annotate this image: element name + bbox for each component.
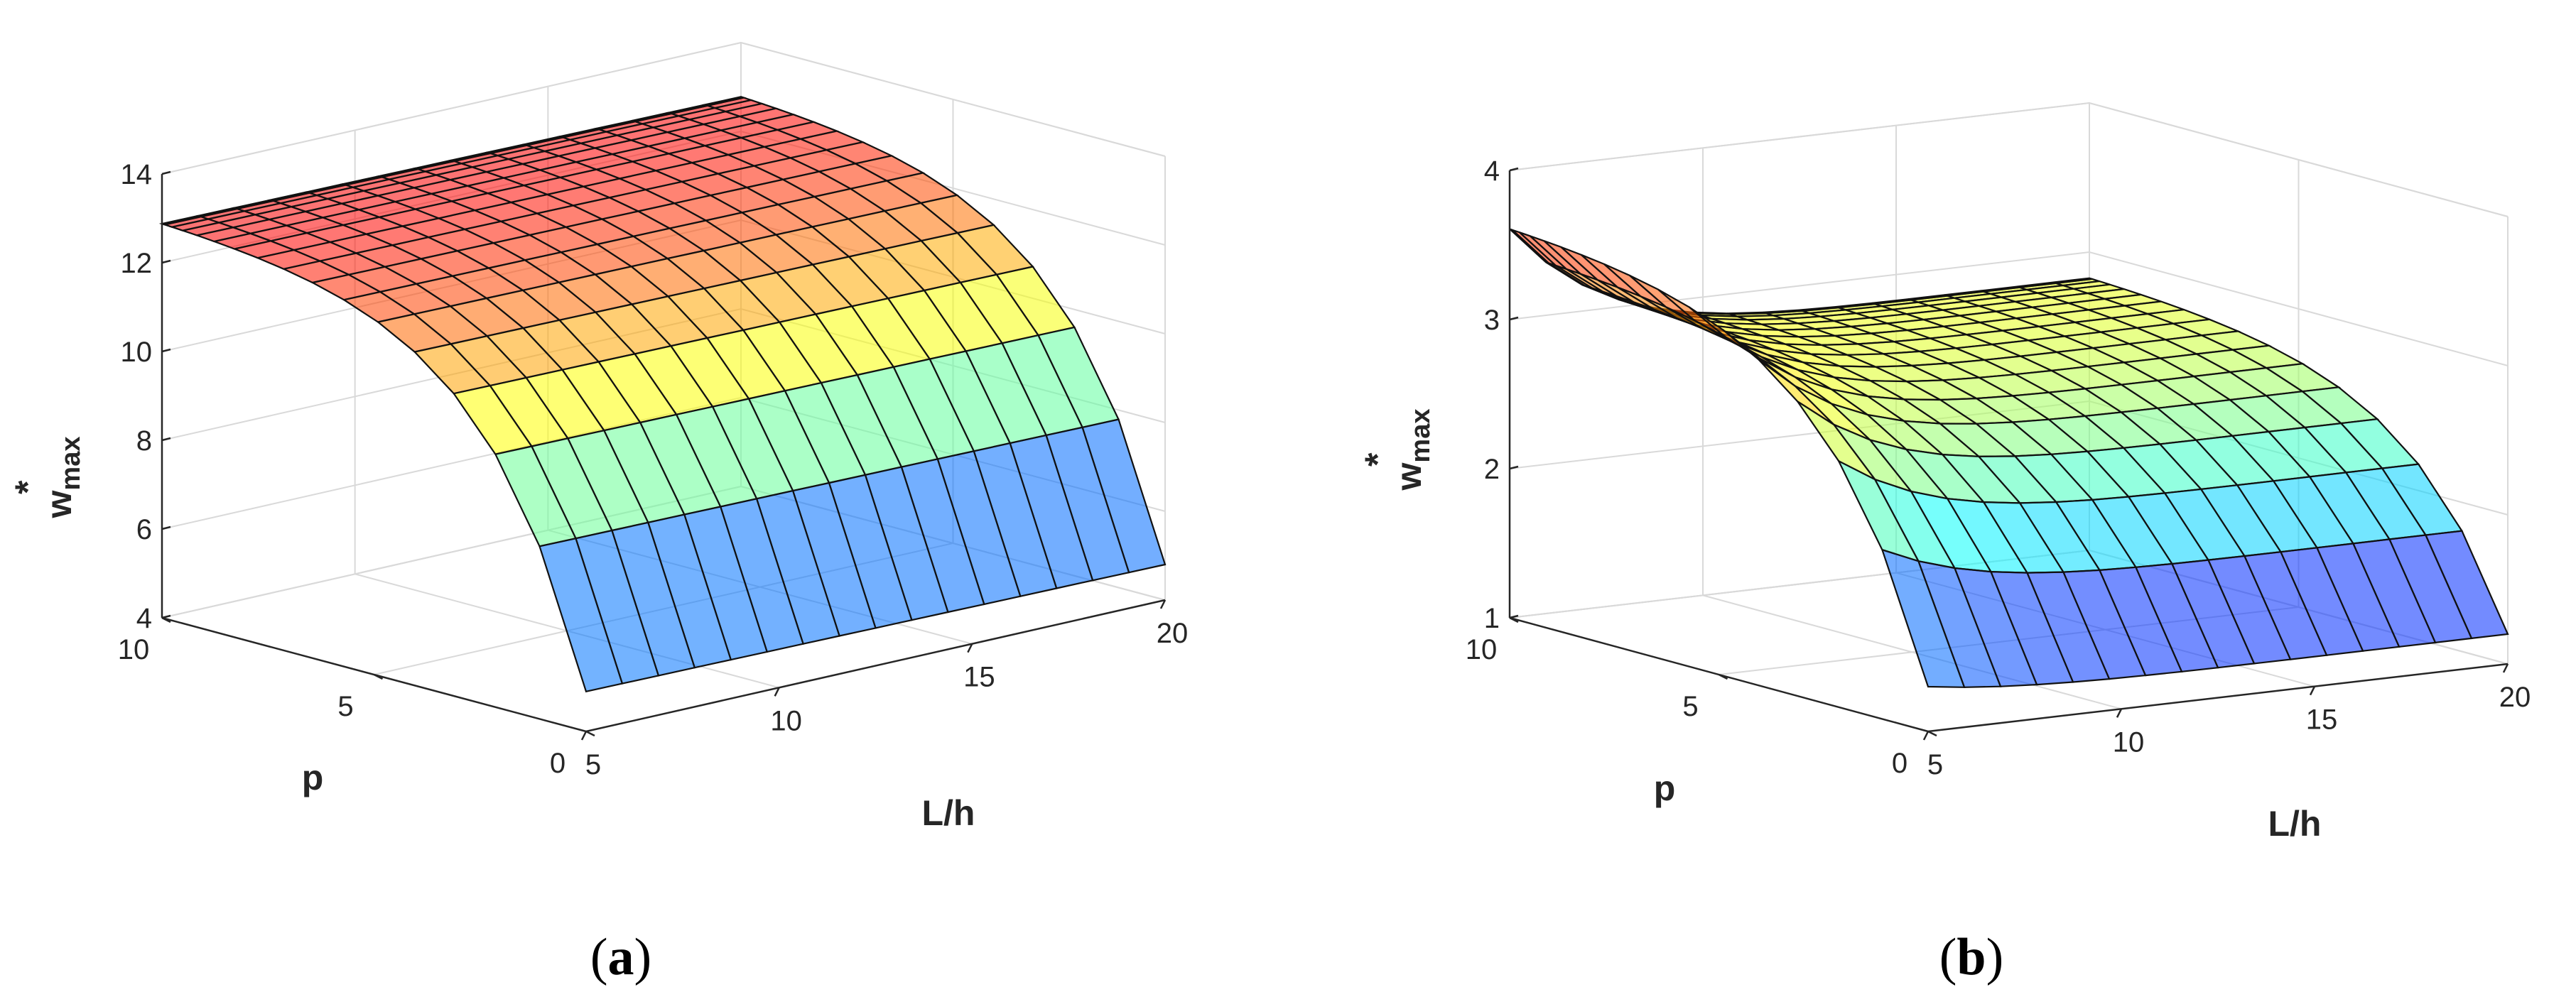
panel-a-caption: (a) — [590, 928, 651, 986]
z-tick-mark — [161, 259, 171, 264]
panel-a-z-label-base: w — [39, 490, 79, 518]
panel-b-surface — [1509, 228, 2509, 688]
panel-a-caption-letter: a — [608, 928, 634, 986]
panel-b-z-label-sub: max — [1406, 409, 1436, 463]
panel-a-z-label-sup: * — [8, 480, 48, 494]
z-gridline — [1509, 102, 2509, 217]
z-tick-mark — [161, 525, 171, 530]
x-tick-mark — [2502, 663, 2509, 673]
x-tick-label: 20 — [1157, 618, 1189, 649]
z-tick-label: 12 — [121, 248, 153, 279]
y-tick-mark — [1509, 616, 1519, 623]
x-tick-label: 10 — [770, 705, 802, 736]
y-tick-mark — [1927, 730, 1937, 737]
y-tick-label: 0 — [550, 748, 565, 779]
panel-b-caption-letter: b — [1957, 928, 1986, 986]
z-tick-mark — [161, 348, 171, 353]
panel-b-caption: (b) — [1939, 928, 2003, 986]
y-tick-label: 10 — [1466, 634, 1498, 665]
x-tick-label: 10 — [2113, 726, 2145, 758]
surface-patch — [539, 537, 624, 693]
x-tick-mark — [2309, 686, 2316, 696]
y-tick-label: 5 — [337, 691, 353, 722]
y-tick-mark — [1718, 673, 1728, 680]
y-tick-label: 10 — [118, 634, 150, 665]
back-wall-top-edge — [1509, 102, 2509, 217]
x-tick-mark — [967, 643, 973, 653]
y-tick-mark — [585, 730, 595, 737]
z-tick-mark — [1509, 465, 1519, 470]
z-tick-label: 14 — [121, 159, 153, 190]
z-tick-label: 4 — [136, 603, 152, 634]
z-tick-mark — [161, 437, 171, 442]
y-tick-label: 0 — [1892, 748, 1907, 779]
panel-b-axis-labels: L/h p wmax * — [1358, 409, 2321, 844]
panel-b-y-axis-label: p — [1654, 768, 1676, 808]
z-tick-label: 2 — [1484, 454, 1500, 485]
x-tick-label: 5 — [1927, 749, 1943, 780]
z-tick-label: 3 — [1484, 305, 1500, 336]
y-tick-mark — [373, 673, 384, 680]
surface-patch — [1880, 548, 1966, 688]
z-tick-mark — [1509, 167, 1519, 172]
x-axis-line — [1927, 663, 2509, 733]
panel-a-y-axis-label: p — [302, 758, 324, 797]
x-tick-mark — [580, 731, 588, 741]
x-tick-mark — [1159, 599, 1167, 609]
z-tick-label: 10 — [121, 337, 153, 368]
panel-a-z-label-sub: max — [56, 437, 86, 491]
x-tick-label: 15 — [2306, 704, 2338, 736]
x-tick-label: 15 — [963, 662, 995, 693]
z-tick-label: 6 — [136, 514, 152, 545]
x-tick-label: 20 — [2499, 682, 2531, 713]
svg-text:wmax: wmax — [1389, 409, 1436, 491]
z-tick-label: 4 — [1484, 156, 1500, 187]
z-tick-label: 8 — [136, 425, 152, 457]
panel-b-z-label-sup: * — [1358, 452, 1397, 467]
panel-a-axis-labels: L/h p wmax * — [8, 437, 975, 833]
y-tick-label: 5 — [1682, 691, 1698, 722]
panel-a-x-axis-label: L/h — [922, 793, 975, 833]
z-tick-mark — [161, 614, 171, 619]
panel-b-z-label-base: w — [1389, 462, 1429, 491]
z-tick-mark — [1509, 316, 1519, 321]
z-tick-mark — [1509, 614, 1519, 619]
panel-b-z-axis-label: wmax * — [1358, 409, 1436, 491]
z-tick-label: 1 — [1484, 603, 1500, 634]
panel-b-x-axis-label: L/h — [2268, 804, 2322, 844]
svg-text:wmax: wmax — [39, 437, 86, 519]
x-tick-mark — [2116, 708, 2123, 718]
x-tick-mark — [1922, 731, 1930, 741]
z-tick-mark — [161, 170, 171, 175]
panel-a-surface — [158, 96, 1167, 693]
x-tick-mark — [774, 687, 780, 697]
x-axis-line — [585, 599, 1166, 733]
x-tick-label: 5 — [585, 749, 601, 780]
panel-a-z-axis-label: wmax * — [8, 437, 86, 519]
y-tick-mark — [161, 616, 171, 623]
